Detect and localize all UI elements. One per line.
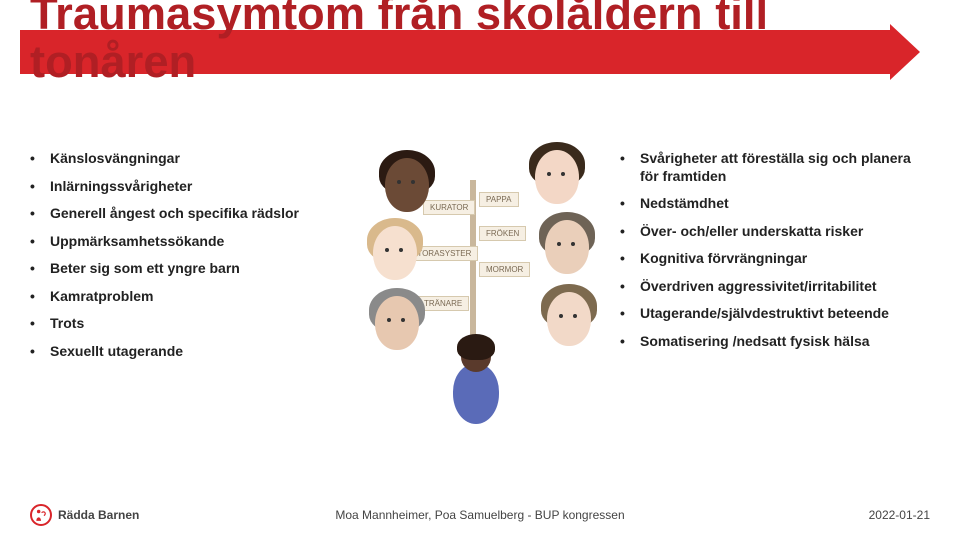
- list-item: Överdriven aggressivitet/irritabilitet: [620, 278, 930, 296]
- right-bullet-list: Svårigheter att föreställa sig och plane…: [620, 150, 930, 360]
- content-area: Känslosvängningar Inlärningssvårigheter Ge…: [30, 150, 930, 480]
- list-item: Över- och/eller underskatta risker: [620, 223, 930, 241]
- left-column: Känslosvängningar Inlärningssvårigheter Ge…: [30, 150, 330, 480]
- footer-credits: Moa Mannheimer, Poa Samuelberg - BUP kon…: [30, 508, 930, 522]
- slide: Traumasymtom från skolåldern till tonåre…: [0, 0, 960, 540]
- center-column: KURATORPAPPAFRÖKENSTORASYSTERMORMORTRÄNA…: [330, 150, 620, 480]
- list-item: Sexuellt utagerande: [30, 343, 330, 361]
- list-item: Generell ångest och specifika rädslor: [30, 205, 330, 223]
- right-column: Svårigheter att föreställa sig och plane…: [620, 150, 930, 480]
- list-item: Svårigheter att föreställa sig och plane…: [620, 150, 930, 185]
- signpost-sign: MORMOR: [479, 262, 530, 277]
- list-item: Nedstämdhet: [620, 195, 930, 213]
- list-item: Kognitiva förvrängningar: [620, 250, 930, 268]
- list-item: Somatisering /nedsatt fysisk hälsa: [620, 333, 930, 351]
- list-item: Kamratproblem: [30, 288, 330, 306]
- signpost-sign: FRÖKEN: [479, 226, 526, 241]
- left-bullet-list: Känslosvängningar Inlärningssvårigheter Ge…: [30, 150, 330, 370]
- signpost-sign: KURATOR: [423, 200, 475, 215]
- list-item: Känslosvängningar: [30, 150, 330, 168]
- list-item: Trots: [30, 315, 330, 333]
- list-item: Beter sig som ett yngre barn: [30, 260, 330, 278]
- list-item: Utagerande/självdestruktivt beteende: [620, 305, 930, 323]
- list-item: Inlärningssvårigheter: [30, 178, 330, 196]
- illustration: KURATORPAPPAFRÖKENSTORASYSTERMORMORTRÄNA…: [345, 150, 605, 430]
- signpost-sign: PAPPA: [479, 192, 519, 207]
- footer: Rädda Barnen Moa Mannheimer, Poa Samuelb…: [30, 504, 930, 526]
- footer-date: 2022-01-21: [869, 508, 930, 522]
- page-title: Traumasymtom från skolåldern till tonåre…: [30, 0, 930, 85]
- list-item: Uppmärksamhetssökande: [30, 233, 330, 251]
